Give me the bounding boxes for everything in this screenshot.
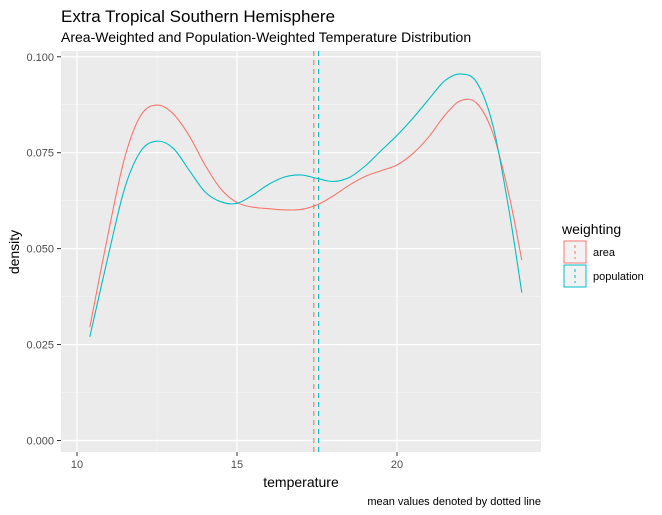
legend-item-area: area (563, 240, 616, 264)
y-axis-ticks: 0.000 0.025 0.050 0.075 0.100 (26, 52, 61, 447)
x-tick-label: 15 (231, 459, 243, 471)
legend: weighting area population (561, 221, 644, 288)
x-axis-ticks: 10 15 20 (71, 452, 403, 471)
chart-title: Extra Tropical Southern Hemisphere (61, 7, 335, 26)
x-axis-label: temperature (263, 474, 339, 490)
y-tick-label: 0.000 (26, 435, 54, 447)
legend-item-population: population (563, 264, 644, 288)
y-tick-label: 0.100 (26, 52, 54, 64)
plot-panel (61, 51, 541, 452)
legend-label-population: population (593, 271, 644, 283)
grid-minor (61, 51, 541, 452)
y-tick-label: 0.050 (26, 244, 54, 256)
legend-label-area: area (593, 247, 616, 259)
y-axis-label: density (6, 230, 22, 274)
legend-title: weighting (561, 221, 621, 237)
mean-lines (313, 51, 320, 452)
x-tick-label: 20 (391, 459, 403, 471)
y-tick-label: 0.025 (26, 340, 54, 352)
chart-caption: mean values denoted by dotted line (367, 496, 541, 508)
density-curves (89, 73, 523, 338)
chart-subtitle: Area-Weighted and Population-Weighted Te… (61, 29, 471, 45)
grid-major (61, 51, 541, 452)
y-tick-label: 0.075 (26, 148, 54, 160)
density-curve-population (89, 73, 523, 338)
x-tick-label: 10 (71, 459, 83, 471)
density-curve-area (89, 98, 523, 328)
